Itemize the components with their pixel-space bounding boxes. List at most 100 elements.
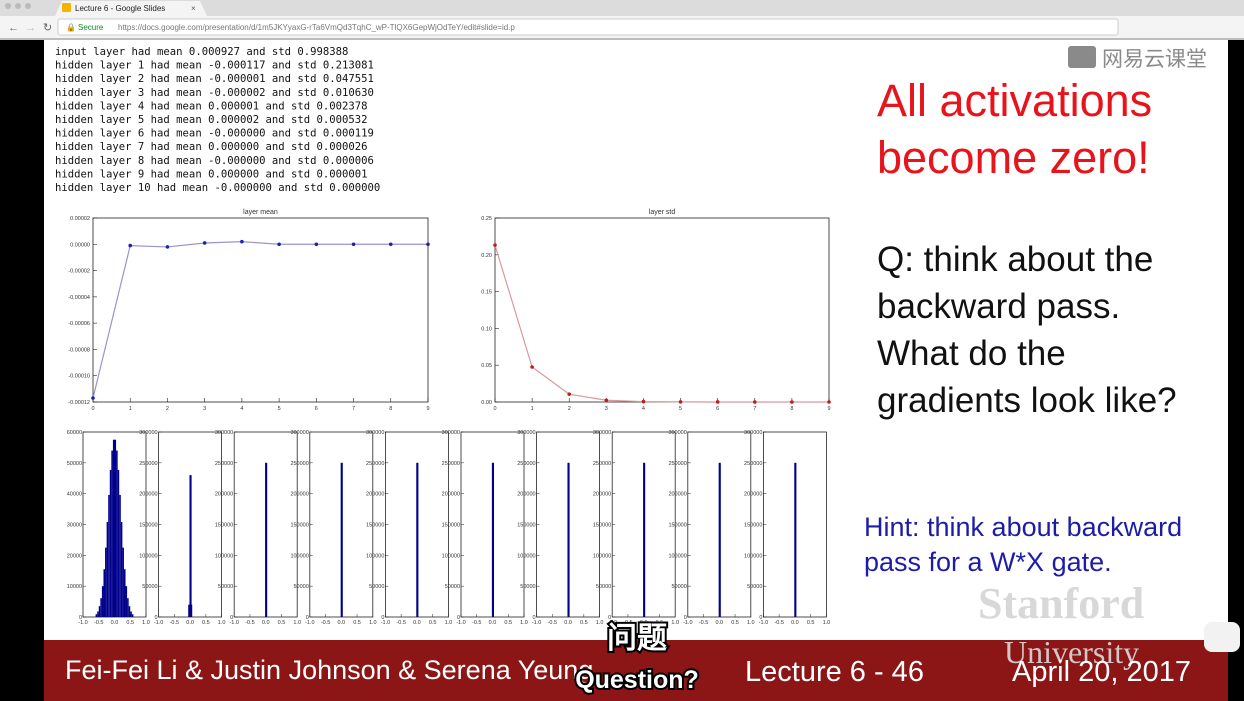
hist-bar [123, 569, 126, 617]
slide-title: All activations [877, 75, 1152, 126]
y-tick-label: 150000 [517, 523, 535, 529]
data-point [752, 400, 757, 404]
x-tick-label: 1.0 [142, 620, 150, 626]
y-tick-label: 50000 [294, 584, 309, 590]
y-tick-label: 50000 [142, 584, 157, 590]
hint-text: pass for a W*X gate. [864, 547, 1112, 577]
window-button[interactable] [5, 3, 11, 9]
y-tick-label: 250000 [744, 461, 762, 467]
code-line: hidden layer 6 had mean -0.000000 and st… [55, 128, 374, 140]
x-tick-label: 8 [389, 406, 392, 412]
x-tick-label: -1.0 [381, 620, 390, 626]
data-point [678, 400, 683, 404]
x-tick-label: 0.0 [715, 620, 723, 626]
x-tick-label: -1.0 [456, 620, 465, 626]
x-tick-label: 0.0 [791, 620, 799, 626]
plot-frame [92, 217, 429, 403]
y-tick-label: 300000 [290, 430, 308, 436]
x-tick-label: 3 [605, 406, 608, 412]
code-line: hidden layer 7 had mean 0.000000 and std… [55, 141, 368, 153]
y-tick-label: 0 [306, 615, 309, 621]
hint-text: Hint: think about backward [864, 512, 1182, 542]
video-icon[interactable] [1204, 622, 1240, 652]
reload-button[interactable]: ↻ [43, 22, 52, 34]
hist-bar [98, 606, 101, 617]
x-tick-label: 4 [240, 406, 243, 412]
y-tick-label: 0.15 [481, 290, 492, 296]
y-tick-label: 250000 [290, 461, 308, 467]
hist-bar [108, 494, 110, 617]
y-tick-label: 250000 [366, 461, 384, 467]
x-tick-label: 0.0 [111, 620, 119, 626]
y-tick-label: 100000 [290, 553, 308, 559]
x-tick-label: 1.0 [293, 620, 301, 626]
x-tick-label: 1.0 [520, 620, 528, 626]
y-tick-label: 150000 [442, 523, 460, 529]
plot-frame [494, 217, 830, 403]
data-point [426, 242, 430, 247]
x-tick-label: 3 [203, 406, 206, 412]
y-tick-label: 0.25 [481, 216, 492, 222]
x-tick-label: 1.0 [445, 620, 453, 626]
window-button[interactable] [15, 3, 21, 9]
chart-title: layer std [649, 209, 676, 216]
y-tick-label: -0.00012 [68, 400, 90, 406]
x-tick-label: 0.0 [413, 620, 421, 626]
y-tick-label: -0.00010 [68, 374, 90, 380]
footer-date: April 20, 2017 [1012, 656, 1191, 688]
hist-bar [106, 522, 109, 617]
code-line: hidden layer 2 had mean -0.000001 and st… [55, 73, 374, 85]
x-tick-label: 1 [531, 406, 534, 412]
y-tick-label: 200000 [744, 492, 762, 498]
x-tick-label: -0.5 [623, 620, 632, 626]
footer-authors: Fei-Fei Li & Justin Johnson & Serena Yeu… [65, 655, 593, 685]
y-tick-label: 50000 [369, 584, 384, 590]
y-tick-label: 0 [381, 615, 384, 621]
y-tick-label: 100000 [442, 553, 460, 559]
series-line [494, 244, 830, 403]
y-tick-label: 50000 [747, 584, 762, 590]
hist-bar [128, 606, 131, 617]
y-tick-label: 150000 [593, 523, 611, 529]
hist-bar [190, 475, 192, 617]
slide-footer-band [44, 640, 1228, 701]
code-line: hidden layer 8 had mean -0.000000 and st… [55, 155, 374, 167]
x-tick-label: 0 [91, 406, 94, 412]
x-tick-label: 0.5 [807, 620, 815, 626]
y-tick-label: 30000 [67, 523, 82, 529]
data-point [165, 245, 170, 249]
tab-close[interactable]: × [191, 4, 196, 13]
y-tick-label: 200000 [668, 492, 686, 498]
y-tick-label: -0.00004 [68, 295, 90, 301]
y-tick-label: -0.00008 [68, 347, 90, 353]
data-point [91, 396, 95, 400]
y-tick-label: 100000 [215, 553, 233, 559]
tab[interactable] [55, 1, 207, 16]
data-point [202, 241, 207, 245]
hist-bar [103, 569, 106, 617]
hist-bar [101, 586, 104, 617]
x-tick-label: 5 [679, 406, 682, 412]
data-point [827, 400, 831, 404]
question-text: gradients look like? [877, 381, 1177, 420]
data-point [128, 243, 133, 248]
data-point [351, 242, 356, 247]
x-tick-label: 1.0 [218, 620, 226, 626]
y-tick-label: 300000 [517, 430, 535, 436]
back-button[interactable]: ← [8, 22, 19, 34]
hist-bar [100, 598, 102, 617]
extensions [1125, 21, 1235, 33]
address-bar[interactable] [57, 18, 1119, 36]
x-tick-label: -0.5 [170, 620, 179, 626]
forward-button[interactable]: → [25, 22, 36, 34]
hist-bar [112, 439, 115, 617]
window-button[interactable] [25, 3, 31, 9]
y-tick-label: 0 [684, 615, 687, 621]
subtitle-english: Question? [575, 666, 699, 694]
y-tick-label: 300000 [744, 430, 762, 436]
x-tick-label: -1.0 [759, 620, 768, 626]
chart-title: layer mean [243, 209, 278, 216]
data-point [715, 400, 720, 404]
y-tick-label: 0.20 [481, 253, 492, 259]
x-tick-label: -0.5 [472, 620, 481, 626]
